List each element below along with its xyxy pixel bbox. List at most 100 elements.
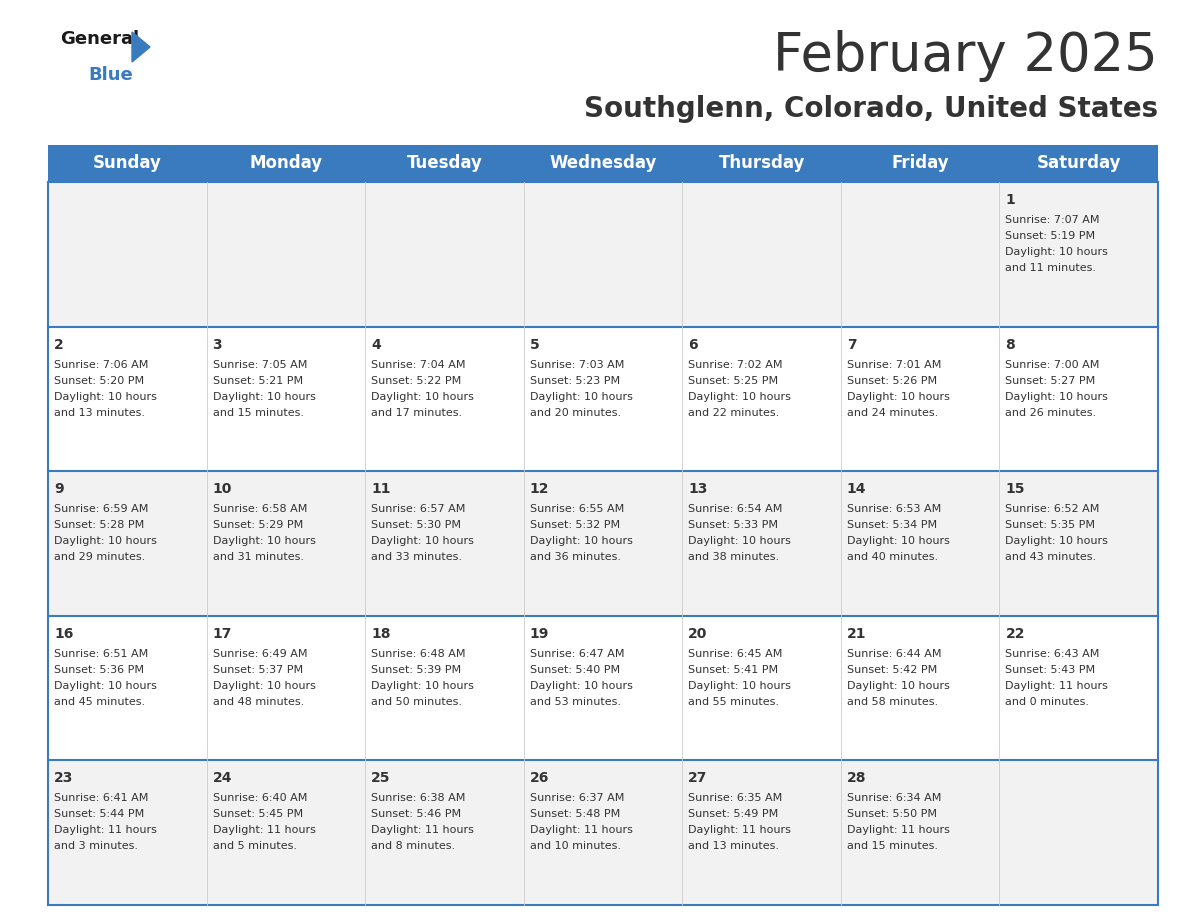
Text: 2: 2	[53, 338, 64, 352]
Text: Sunset: 5:44 PM: Sunset: 5:44 PM	[53, 810, 144, 820]
Text: Daylight: 10 hours: Daylight: 10 hours	[213, 392, 316, 401]
Text: Daylight: 11 hours: Daylight: 11 hours	[1005, 681, 1108, 691]
Text: 23: 23	[53, 771, 74, 786]
Text: Sunset: 5:20 PM: Sunset: 5:20 PM	[53, 375, 144, 386]
Text: and 17 minutes.: and 17 minutes.	[371, 408, 462, 418]
Text: and 11 minutes.: and 11 minutes.	[1005, 263, 1097, 273]
Text: Sunrise: 6:34 AM: Sunrise: 6:34 AM	[847, 793, 941, 803]
Text: Sunset: 5:27 PM: Sunset: 5:27 PM	[1005, 375, 1095, 386]
Text: and 29 minutes.: and 29 minutes.	[53, 553, 145, 562]
Text: Sunrise: 6:51 AM: Sunrise: 6:51 AM	[53, 649, 148, 659]
Text: Sunrise: 6:47 AM: Sunrise: 6:47 AM	[530, 649, 624, 659]
Text: Sunset: 5:46 PM: Sunset: 5:46 PM	[371, 810, 461, 820]
Text: and 50 minutes.: and 50 minutes.	[371, 697, 462, 707]
Text: Sunrise: 6:58 AM: Sunrise: 6:58 AM	[213, 504, 307, 514]
Text: 3: 3	[213, 338, 222, 352]
Text: Sunset: 5:21 PM: Sunset: 5:21 PM	[213, 375, 303, 386]
Text: Sunrise: 6:45 AM: Sunrise: 6:45 AM	[688, 649, 783, 659]
Text: and 43 minutes.: and 43 minutes.	[1005, 553, 1097, 562]
Text: Monday: Monday	[249, 154, 322, 173]
Text: Sunset: 5:45 PM: Sunset: 5:45 PM	[213, 810, 303, 820]
Polygon shape	[132, 32, 150, 62]
Text: Sunrise: 6:48 AM: Sunrise: 6:48 AM	[371, 649, 466, 659]
Text: Sunrise: 6:35 AM: Sunrise: 6:35 AM	[688, 793, 783, 803]
Text: Sunset: 5:34 PM: Sunset: 5:34 PM	[847, 521, 937, 531]
Text: 22: 22	[1005, 627, 1025, 641]
Text: Daylight: 10 hours: Daylight: 10 hours	[213, 681, 316, 691]
Text: Sunset: 5:23 PM: Sunset: 5:23 PM	[530, 375, 620, 386]
Text: 4: 4	[371, 338, 381, 352]
Text: Sunrise: 6:41 AM: Sunrise: 6:41 AM	[53, 793, 148, 803]
Text: 11: 11	[371, 482, 391, 497]
Text: Tuesday: Tuesday	[406, 154, 482, 173]
Text: Sunset: 5:43 PM: Sunset: 5:43 PM	[1005, 665, 1095, 675]
Text: and 0 minutes.: and 0 minutes.	[1005, 697, 1089, 707]
Text: General: General	[61, 30, 139, 48]
Text: Sunset: 5:33 PM: Sunset: 5:33 PM	[688, 521, 778, 531]
Text: Daylight: 11 hours: Daylight: 11 hours	[847, 825, 949, 835]
Text: and 26 minutes.: and 26 minutes.	[1005, 408, 1097, 418]
Text: and 36 minutes.: and 36 minutes.	[530, 553, 620, 562]
Text: and 5 minutes.: and 5 minutes.	[213, 842, 297, 851]
Text: and 40 minutes.: and 40 minutes.	[847, 553, 939, 562]
Text: Sunrise: 6:43 AM: Sunrise: 6:43 AM	[1005, 649, 1100, 659]
Text: Sunset: 5:28 PM: Sunset: 5:28 PM	[53, 521, 144, 531]
Text: and 53 minutes.: and 53 minutes.	[530, 697, 620, 707]
Text: Daylight: 10 hours: Daylight: 10 hours	[530, 392, 632, 401]
Text: Daylight: 10 hours: Daylight: 10 hours	[371, 392, 474, 401]
Text: Sunrise: 6:44 AM: Sunrise: 6:44 AM	[847, 649, 941, 659]
Text: 8: 8	[1005, 338, 1016, 352]
Text: Daylight: 11 hours: Daylight: 11 hours	[688, 825, 791, 835]
Text: 21: 21	[847, 627, 866, 641]
Bar	[48, 471, 1158, 616]
Text: Sunset: 5:37 PM: Sunset: 5:37 PM	[213, 665, 303, 675]
Text: 27: 27	[688, 771, 708, 786]
Text: Daylight: 10 hours: Daylight: 10 hours	[213, 536, 316, 546]
Text: Sunset: 5:50 PM: Sunset: 5:50 PM	[847, 810, 937, 820]
Text: Daylight: 10 hours: Daylight: 10 hours	[530, 536, 632, 546]
Text: Sunday: Sunday	[93, 154, 162, 173]
Bar	[48, 760, 1158, 905]
Text: Sunrise: 6:57 AM: Sunrise: 6:57 AM	[371, 504, 466, 514]
Text: Sunrise: 7:01 AM: Sunrise: 7:01 AM	[847, 360, 941, 370]
Text: Daylight: 10 hours: Daylight: 10 hours	[1005, 247, 1108, 257]
Text: and 33 minutes.: and 33 minutes.	[371, 553, 462, 562]
Bar	[48, 327, 1158, 471]
Text: and 45 minutes.: and 45 minutes.	[53, 697, 145, 707]
Text: and 58 minutes.: and 58 minutes.	[847, 697, 939, 707]
Bar	[48, 145, 1158, 182]
Text: and 3 minutes.: and 3 minutes.	[53, 842, 138, 851]
Text: Sunrise: 6:59 AM: Sunrise: 6:59 AM	[53, 504, 148, 514]
Text: and 24 minutes.: and 24 minutes.	[847, 408, 939, 418]
Text: 15: 15	[1005, 482, 1025, 497]
Text: Sunset: 5:19 PM: Sunset: 5:19 PM	[1005, 231, 1095, 241]
Text: 9: 9	[53, 482, 64, 497]
Text: Daylight: 10 hours: Daylight: 10 hours	[688, 536, 791, 546]
Text: Sunrise: 7:07 AM: Sunrise: 7:07 AM	[1005, 215, 1100, 225]
Text: Sunset: 5:39 PM: Sunset: 5:39 PM	[371, 665, 461, 675]
Text: and 13 minutes.: and 13 minutes.	[53, 408, 145, 418]
Text: Sunrise: 6:52 AM: Sunrise: 6:52 AM	[1005, 504, 1100, 514]
Bar	[48, 182, 1158, 327]
Text: Saturday: Saturday	[1036, 154, 1121, 173]
Text: Thursday: Thursday	[719, 154, 804, 173]
Text: 19: 19	[530, 627, 549, 641]
Text: 10: 10	[213, 482, 232, 497]
Text: Wednesday: Wednesday	[549, 154, 657, 173]
Text: 26: 26	[530, 771, 549, 786]
Text: Daylight: 10 hours: Daylight: 10 hours	[688, 392, 791, 401]
Text: Daylight: 11 hours: Daylight: 11 hours	[53, 825, 157, 835]
Text: 18: 18	[371, 627, 391, 641]
Text: Daylight: 10 hours: Daylight: 10 hours	[1005, 392, 1108, 401]
Text: Daylight: 10 hours: Daylight: 10 hours	[53, 536, 157, 546]
Text: Daylight: 10 hours: Daylight: 10 hours	[847, 681, 949, 691]
Text: and 55 minutes.: and 55 minutes.	[688, 697, 779, 707]
Text: Daylight: 11 hours: Daylight: 11 hours	[530, 825, 632, 835]
Text: Sunset: 5:29 PM: Sunset: 5:29 PM	[213, 521, 303, 531]
Text: Daylight: 10 hours: Daylight: 10 hours	[371, 681, 474, 691]
Text: Sunset: 5:26 PM: Sunset: 5:26 PM	[847, 375, 937, 386]
Text: Daylight: 11 hours: Daylight: 11 hours	[213, 825, 316, 835]
Text: 6: 6	[688, 338, 697, 352]
Text: 12: 12	[530, 482, 549, 497]
Text: Sunrise: 7:04 AM: Sunrise: 7:04 AM	[371, 360, 466, 370]
